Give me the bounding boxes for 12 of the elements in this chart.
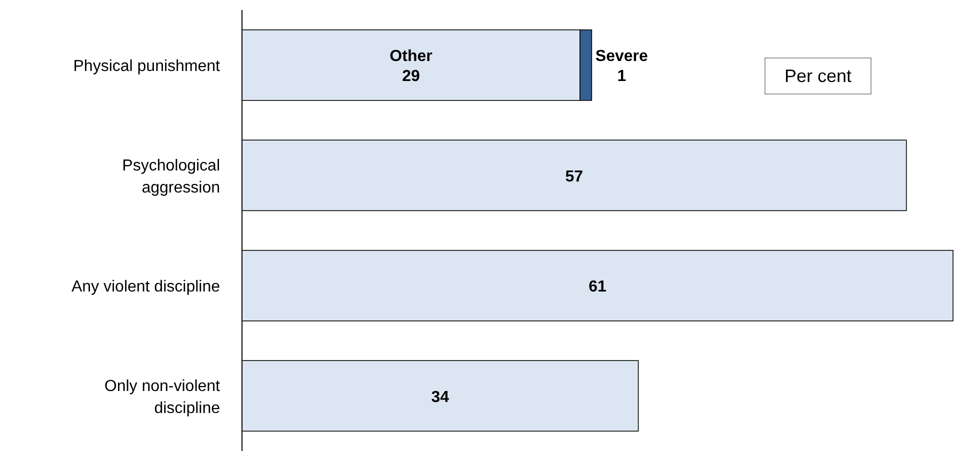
- y-tick-label: Any violent discipline: [71, 278, 220, 296]
- data-label: 29: [402, 68, 420, 86]
- series-label: Other: [390, 48, 432, 66]
- y-tick-label: Psychological aggression: [122, 157, 220, 196]
- data-label: 57: [565, 168, 584, 186]
- y-tick-label: Physical punishment: [73, 58, 221, 76]
- data-label: 61: [588, 278, 606, 296]
- series-label: Severe: [595, 48, 648, 66]
- annotation: Per cent: [784, 66, 852, 86]
- data-label: 34: [431, 388, 450, 406]
- data-label: 1: [617, 68, 626, 86]
- y-tick-label: Only non-violent discipline: [104, 378, 221, 417]
